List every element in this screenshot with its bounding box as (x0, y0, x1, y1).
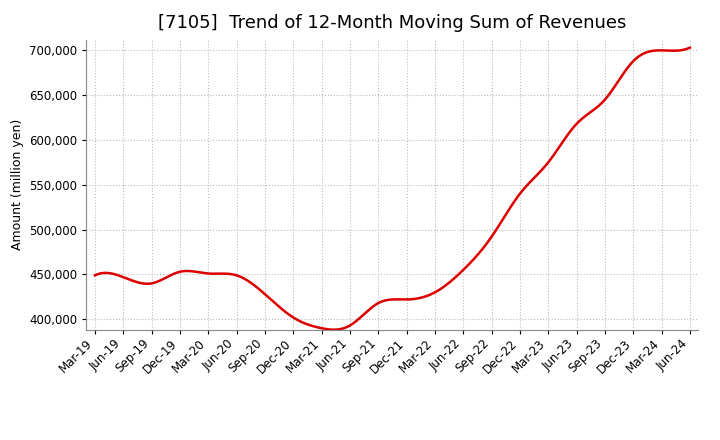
Title: [7105]  Trend of 12-Month Moving Sum of Revenues: [7105] Trend of 12-Month Moving Sum of R… (158, 15, 626, 33)
Y-axis label: Amount (million yen): Amount (million yen) (11, 119, 24, 250)
